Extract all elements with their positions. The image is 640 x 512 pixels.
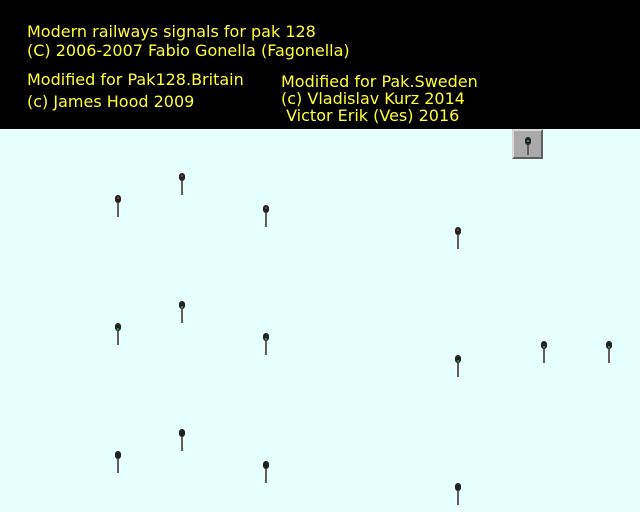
credit-sweden-author-1: (c) Vladislav Kurz 2014 bbox=[281, 89, 465, 108]
credit-title: Modern railways signals for pak 128 bbox=[27, 22, 316, 41]
signal-row3-d bbox=[455, 483, 462, 507]
signal-row1-d bbox=[455, 227, 462, 251]
signal-row3-c bbox=[263, 461, 270, 485]
credits-header: Modern railways signals for pak 128 (C) … bbox=[0, 0, 640, 129]
signal-row1-b bbox=[179, 173, 186, 197]
credit-original-author: (C) 2006-2007 Fabio Gonella (Fagonella) bbox=[27, 41, 350, 60]
signal-row2-a bbox=[115, 323, 122, 347]
signal-row2-d bbox=[455, 355, 462, 379]
signal-row2-c bbox=[263, 333, 270, 357]
signal-icon-button[interactable] bbox=[512, 129, 543, 159]
signal-row2-e bbox=[541, 341, 548, 365]
signal-icon bbox=[525, 137, 532, 161]
credit-sweden-author-2: Victor Erik (Ves) 2016 bbox=[281, 106, 460, 125]
signal-row2-b bbox=[179, 301, 186, 325]
credit-britain-title: Modified for Pak128.Britain bbox=[27, 70, 244, 89]
signal-row3-a bbox=[115, 451, 122, 475]
signal-row3-b bbox=[179, 429, 186, 453]
signal-row1-a bbox=[115, 195, 122, 219]
credit-sweden-title: Modified for Pak.Sweden bbox=[281, 72, 478, 91]
signal-row1-c bbox=[263, 205, 270, 229]
credit-britain-author: (c) James Hood 2009 bbox=[27, 92, 195, 111]
signal-row2-f bbox=[606, 341, 613, 365]
